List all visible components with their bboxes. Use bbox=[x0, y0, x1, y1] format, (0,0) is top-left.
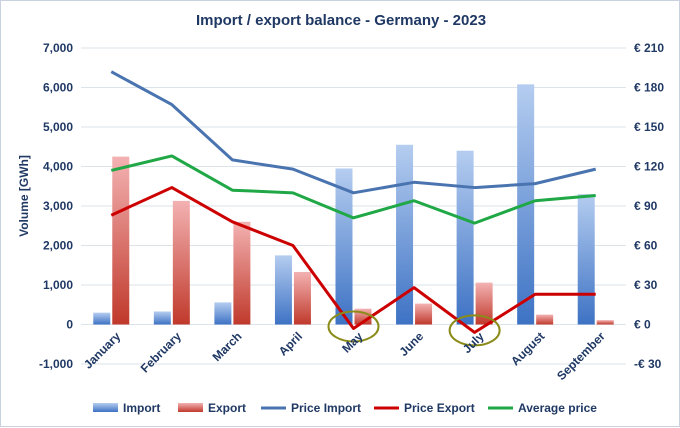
export-bar bbox=[112, 156, 130, 325]
x-tick-label: June bbox=[396, 329, 426, 359]
export-bar bbox=[536, 314, 554, 325]
y2-tick-label: € 90 bbox=[634, 199, 658, 213]
y2-tick-label: € 30 bbox=[634, 278, 658, 292]
y-axis-title: Volume [GWh] bbox=[17, 155, 31, 237]
legend-item-average-price: Average price bbox=[488, 401, 597, 415]
import-bar bbox=[456, 150, 474, 325]
x-tick-label: February bbox=[138, 329, 184, 375]
export-bar bbox=[172, 200, 190, 325]
y2-tick-label: -€ 30 bbox=[634, 357, 662, 371]
grid-lines bbox=[81, 47, 626, 365]
y-tick-label: 7,000 bbox=[43, 41, 73, 55]
export-bar bbox=[233, 221, 251, 325]
x-axis-ticks: January February March April May June July Augu… bbox=[81, 329, 608, 383]
legend-label-import: Import bbox=[123, 401, 160, 415]
y2-tick-label: € 60 bbox=[634, 239, 658, 253]
export-bar bbox=[475, 282, 493, 325]
legend-label-price-import: Price Import bbox=[291, 401, 361, 415]
average-price-line bbox=[110, 154, 596, 225]
import-bar bbox=[577, 194, 595, 325]
x-tick-label: July bbox=[460, 329, 487, 356]
export-bar bbox=[415, 303, 433, 325]
y2-axis-ticks: -€ 30 € 0 € 30 € 60 € 90 € 120 € 150 € 180 € 210 bbox=[634, 41, 664, 371]
legend-item-export: Export bbox=[178, 401, 246, 415]
y2-tick-label: € 120 bbox=[634, 160, 664, 174]
highlight-circle-may bbox=[327, 310, 380, 343]
import-bar bbox=[93, 312, 111, 325]
y2-tick-label: € 0 bbox=[634, 318, 651, 332]
legend-swatch-export bbox=[178, 403, 203, 412]
y-tick-label: 6,000 bbox=[43, 81, 73, 95]
chart-title: Import / export balance - Germany - 2023 bbox=[196, 12, 486, 29]
x-tick-label: August bbox=[508, 329, 547, 368]
legend-label-average-price: Average price bbox=[518, 401, 597, 415]
y-tick-label: 1,000 bbox=[43, 278, 73, 292]
line-series bbox=[110, 70, 597, 334]
x-tick-label: April bbox=[276, 329, 305, 358]
price-export-line bbox=[110, 186, 596, 334]
bar-series bbox=[93, 84, 614, 325]
legend: Import Export Price Import Price Export Aver… bbox=[93, 401, 597, 415]
import-bar bbox=[396, 144, 414, 325]
legend-label-export: Export bbox=[208, 401, 246, 415]
y-tick-label: 3,000 bbox=[43, 199, 73, 213]
legend-label-price-export: Price Export bbox=[404, 401, 475, 415]
export-bar bbox=[596, 320, 614, 325]
x-tick-label: September bbox=[554, 329, 608, 383]
y2-tick-label: € 180 bbox=[634, 81, 664, 95]
import-bar bbox=[214, 302, 232, 325]
highlight-circle-july bbox=[448, 314, 501, 347]
y-tick-label: 2,000 bbox=[43, 239, 73, 253]
legend-swatch-import bbox=[93, 403, 118, 412]
legend-item-price-import: Price Import bbox=[261, 401, 361, 415]
x-tick-label: May bbox=[339, 329, 366, 356]
x-tick-label: January bbox=[81, 329, 124, 372]
highlight-circles bbox=[327, 310, 501, 347]
y-tick-label: 4,000 bbox=[43, 160, 73, 174]
import-bar bbox=[153, 311, 171, 325]
y-tick-label: 5,000 bbox=[43, 120, 73, 134]
y-tick-label: -1,000 bbox=[39, 357, 73, 371]
y-tick-label: 0 bbox=[66, 318, 73, 332]
price-import-line bbox=[110, 70, 597, 195]
legend-item-price-export: Price Export bbox=[374, 401, 475, 415]
y-axis-ticks: -1,000 0 1,000 2,000 3,000 4,000 5,000 6,000 7,0… bbox=[39, 41, 73, 371]
import-bar bbox=[335, 168, 353, 325]
y2-tick-label: € 150 bbox=[634, 120, 664, 134]
x-tick-label: March bbox=[210, 329, 245, 364]
y2-tick-label: € 210 bbox=[634, 41, 664, 55]
export-bar bbox=[293, 271, 311, 325]
import-bar bbox=[274, 255, 292, 325]
legend-item-import: Import bbox=[93, 401, 160, 415]
